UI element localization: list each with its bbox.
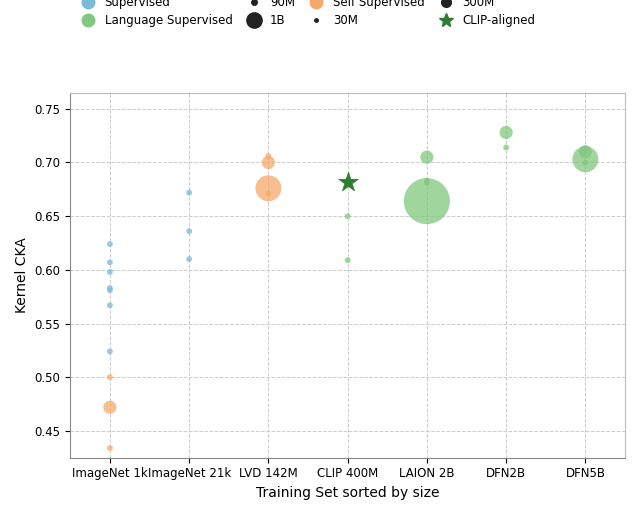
Point xyxy=(422,177,432,185)
Point xyxy=(580,144,591,152)
Point xyxy=(342,178,353,186)
Point xyxy=(184,188,195,197)
Point xyxy=(184,227,195,235)
Point xyxy=(342,177,353,185)
Y-axis label: Kernel CKA: Kernel CKA xyxy=(15,237,29,313)
Point xyxy=(263,159,273,167)
Point xyxy=(580,159,591,167)
Point xyxy=(105,258,115,266)
Point xyxy=(105,240,115,248)
Point xyxy=(580,155,591,163)
Point xyxy=(105,444,115,452)
Point xyxy=(422,153,432,161)
Point xyxy=(105,403,115,411)
Point xyxy=(263,190,273,198)
Point xyxy=(342,256,353,264)
X-axis label: Training Set sorted by size: Training Set sorted by size xyxy=(256,486,440,500)
Legend: Supervised, Language Supervised, 90M, 1B, Self Supervised, 30M, 300M, CLIP-align: Supervised, Language Supervised, 90M, 1B… xyxy=(76,0,536,27)
Point xyxy=(501,143,511,151)
Point xyxy=(501,128,511,136)
Point xyxy=(184,255,195,263)
Point xyxy=(263,152,273,160)
Point xyxy=(263,184,273,193)
Point xyxy=(580,148,591,156)
Point xyxy=(105,373,115,381)
Point xyxy=(105,268,115,276)
Point xyxy=(342,212,353,220)
Point xyxy=(105,347,115,355)
Point xyxy=(105,301,115,310)
Point xyxy=(422,179,432,187)
Point xyxy=(105,286,115,295)
Point xyxy=(422,197,432,205)
Point xyxy=(105,284,115,292)
